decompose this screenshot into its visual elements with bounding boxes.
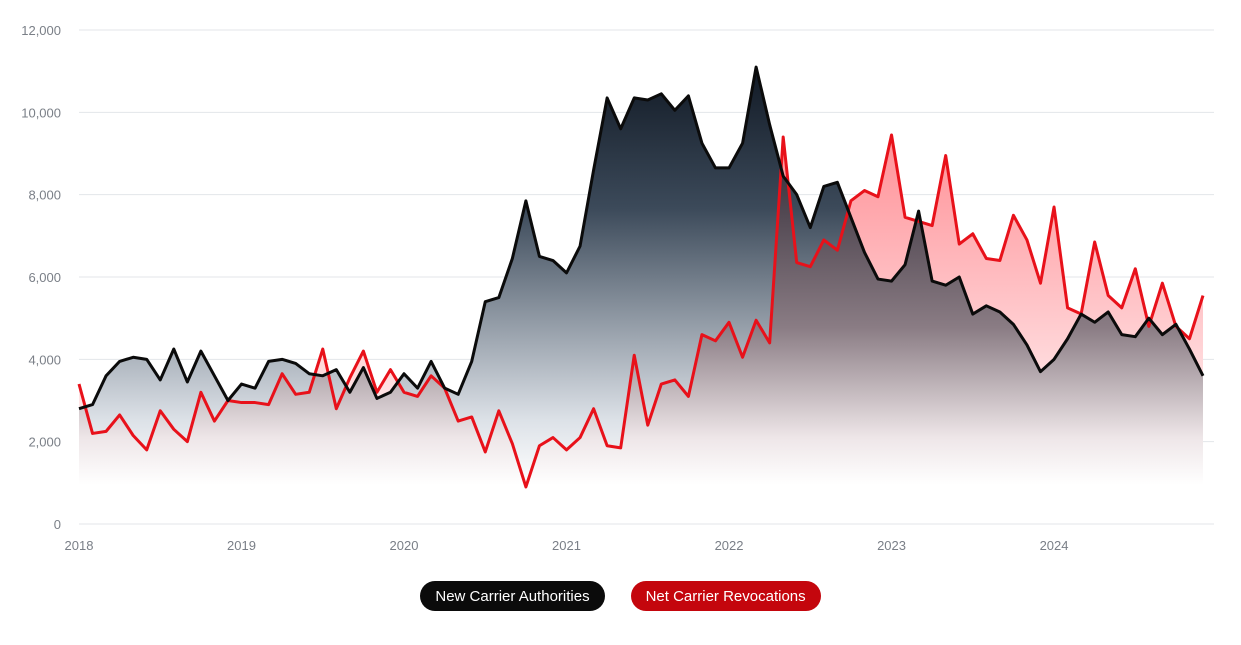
y-tick-label: 4,000 bbox=[28, 352, 61, 367]
x-tick-label: 2022 bbox=[715, 538, 744, 553]
revocations-line bbox=[77, 133, 1205, 489]
y-tick-label: 8,000 bbox=[28, 188, 61, 203]
y-tick-label: 0 bbox=[54, 517, 61, 532]
authorities-line bbox=[78, 65, 1205, 411]
x-tick-label: 2020 bbox=[390, 538, 419, 553]
x-tick-label: 2024 bbox=[1040, 538, 1069, 553]
legend-new-carrier-authorities[interactable]: New Carrier Authorities bbox=[420, 581, 605, 611]
series-lines bbox=[77, 65, 1205, 489]
x-tick-label: 2023 bbox=[877, 538, 906, 553]
y-axis-ticks: 0 2,000 4,000 6,000 8,000 10,000 12,000 bbox=[21, 23, 61, 532]
x-tick-label: 2018 bbox=[65, 538, 94, 553]
y-tick-label: 2,000 bbox=[28, 435, 61, 450]
y-tick-label: 6,000 bbox=[28, 270, 61, 285]
legend-net-carrier-revocations[interactable]: Net Carrier Revocations bbox=[630, 581, 821, 611]
y-tick-label: 10,000 bbox=[21, 105, 61, 120]
x-tick-label: 2021 bbox=[552, 538, 581, 553]
y-tick-label: 12,000 bbox=[21, 23, 61, 38]
x-axis-ticks: 2018 2019 2020 2021 2022 2023 2024 bbox=[65, 538, 1069, 553]
legend: New Carrier Authorities Net Carrier Revo… bbox=[0, 581, 1241, 611]
x-tick-label: 2019 bbox=[227, 538, 256, 553]
